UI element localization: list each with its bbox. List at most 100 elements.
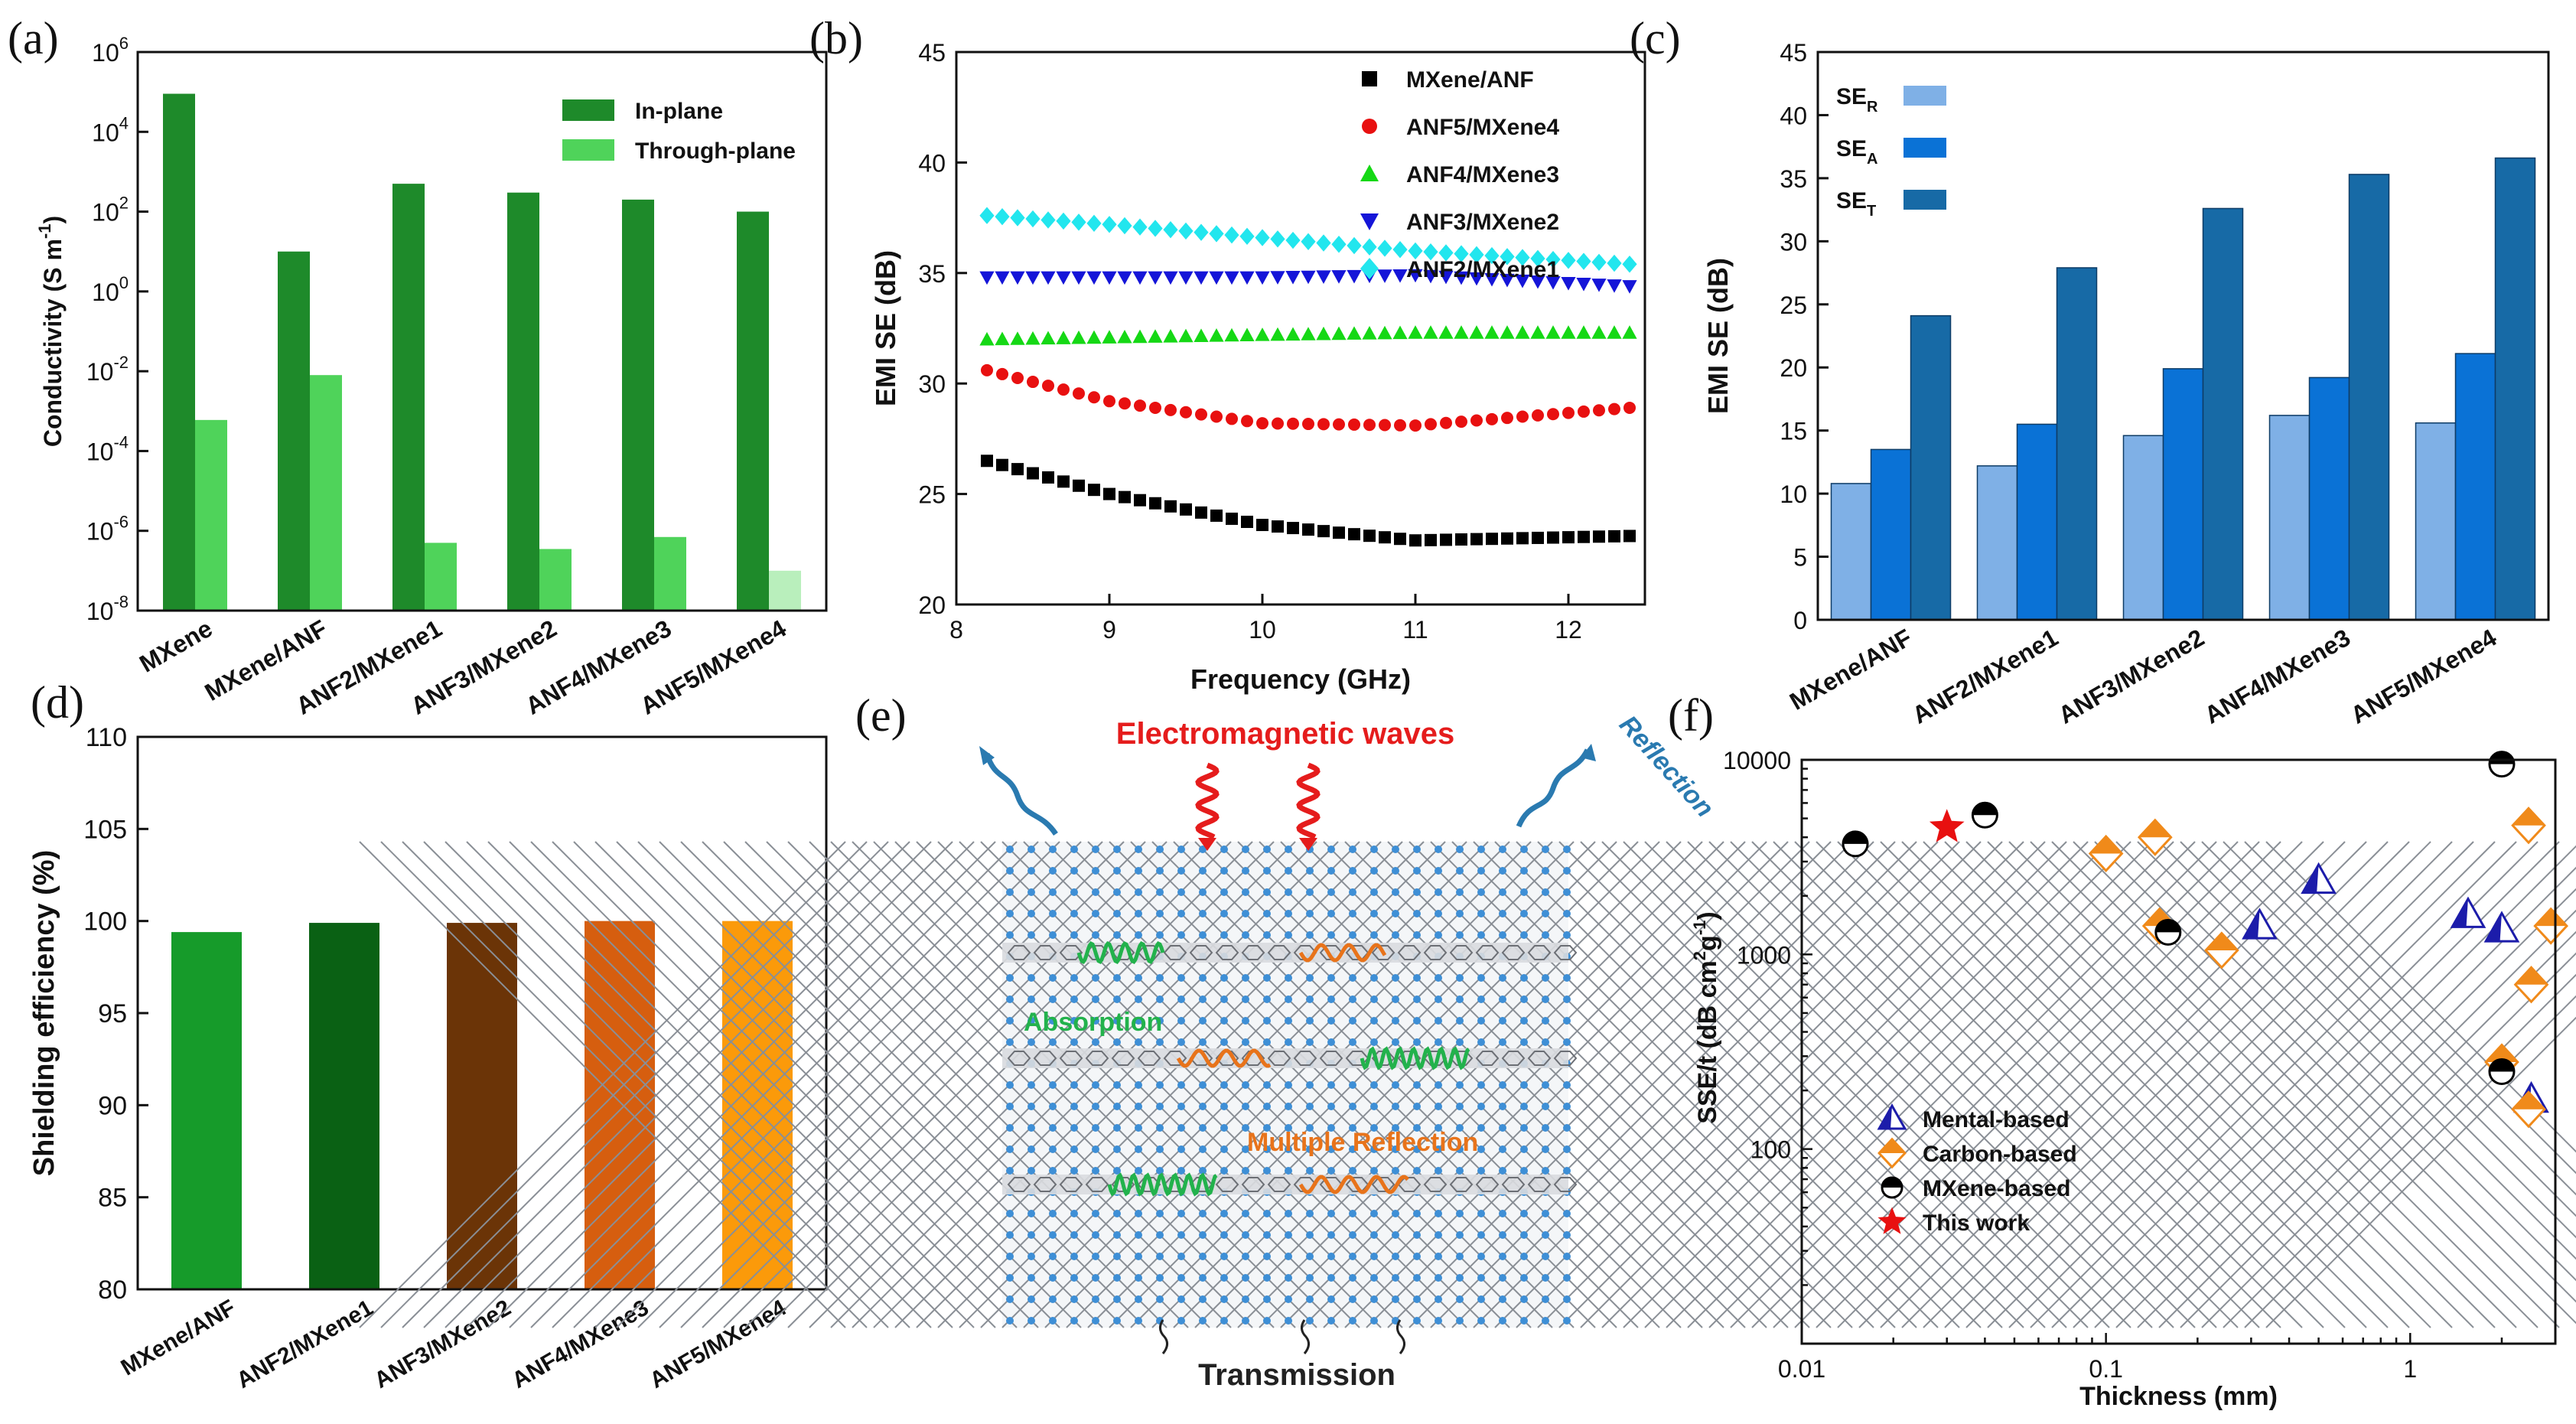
aramid-ring	[1267, 1177, 1291, 1192]
y-tick-label: 105	[83, 815, 127, 844]
y-tick-label: 45	[1780, 39, 1807, 67]
tick-exponent: -2	[113, 353, 129, 372]
lattice-atom	[1413, 1167, 1421, 1175]
data-point	[1515, 274, 1530, 288]
lattice-atom	[1392, 846, 1399, 853]
lattice-atom	[1156, 1167, 1164, 1175]
lattice-bond	[552, 841, 1039, 1328]
panel-e-shielding-schematic: (e) Electromagnetic waves Absorption Multip…	[359, 690, 2576, 1392]
data-point	[1331, 270, 1347, 284]
lattice-atom	[1177, 995, 1185, 1003]
lattice-atom	[1156, 1253, 1164, 1260]
lattice-atom	[1413, 1124, 1421, 1132]
series-anf3-mxene2	[979, 269, 1637, 294]
lattice-atom	[1306, 910, 1314, 917]
legend-label: Carbon-based	[1923, 1142, 2077, 1167]
lattice-atom	[1049, 846, 1057, 853]
data-point	[1530, 325, 1545, 339]
lattice-atom	[1220, 867, 1228, 875]
lattice-atom	[1199, 1145, 1207, 1153]
lattice-bond	[1987, 841, 2474, 1328]
data-point	[1256, 519, 1268, 532]
lattice-atom	[1242, 1274, 1249, 1282]
data-point	[1056, 271, 1071, 285]
lattice-atom	[1563, 1253, 1571, 1260]
lattice-atom	[1199, 1167, 1207, 1175]
legend-label: ANF2/MXene1	[1406, 257, 1559, 282]
data-point	[1226, 512, 1238, 525]
lattice-atom	[1070, 974, 1078, 982]
aramid-ring	[1163, 1051, 1187, 1066]
data-point	[1209, 271, 1224, 285]
data-point	[1408, 242, 1423, 260]
data-point	[1607, 325, 1622, 339]
multiple-reflection-wave	[1298, 943, 1387, 963]
lattice-atom	[1135, 995, 1142, 1003]
lattice-atom	[1456, 931, 1464, 939]
lattice-atom	[1499, 1038, 1506, 1046]
tick-base: 10	[92, 119, 119, 146]
lattice-atom	[1135, 1145, 1142, 1153]
lattice-atom	[1006, 1145, 1014, 1153]
lattice-atom	[1177, 1081, 1185, 1089]
lattice-atom	[1520, 1103, 1528, 1110]
lattice-atom	[1370, 1145, 1378, 1153]
lattice-bond	[2008, 841, 2496, 1328]
lattice-atom	[1542, 846, 1549, 853]
legend-label-sub: R	[1867, 99, 1878, 116]
data-point	[1241, 415, 1253, 428]
lattice-atom	[1199, 1124, 1207, 1132]
y-tick-label: 10-4	[86, 432, 129, 465]
lattice-atom	[1135, 867, 1142, 875]
lattice-atom	[1199, 995, 1207, 1003]
absorption-wave	[1360, 1046, 1470, 1070]
legend-label: MXene-based	[1923, 1176, 2070, 1201]
lattice-atom	[1456, 846, 1464, 853]
lattice-atom	[1135, 1103, 1142, 1110]
lattice-atom	[1177, 1274, 1185, 1282]
data-point	[1608, 402, 1620, 415]
data-point	[2489, 1059, 2514, 1072]
lattice-atom	[1135, 1274, 1142, 1282]
lattice-atom	[1477, 1274, 1485, 1282]
data-point	[2139, 820, 2171, 838]
lattice-atom	[1477, 1210, 1485, 1217]
lattice-atom	[1263, 1081, 1271, 1089]
data-point	[1239, 327, 1255, 341]
lattice-atom	[1135, 1017, 1142, 1025]
lattice-atom	[1370, 1038, 1378, 1046]
lattice-atom	[1242, 1317, 1249, 1325]
x-tick-label: 10	[1249, 616, 1276, 644]
data-point	[1547, 531, 1559, 544]
lattice-atom	[1413, 1253, 1421, 1260]
lattice-atom	[1199, 1253, 1207, 1260]
data-point	[996, 458, 1008, 471]
lattice-atom	[1327, 931, 1335, 939]
lattice-atom	[1413, 1017, 1421, 1025]
data-point	[1440, 533, 1452, 546]
lattice-atom	[1520, 1274, 1528, 1282]
lattice-atom	[1027, 1253, 1035, 1260]
lattice-atom	[1156, 1295, 1164, 1303]
lattice-bond	[1880, 841, 2367, 1328]
aramid-ring	[1423, 945, 1448, 960]
lattice-atom	[1456, 1231, 1464, 1239]
data-point	[1363, 419, 1376, 432]
lattice-atom	[1027, 910, 1035, 917]
data-point	[981, 455, 993, 468]
lattice-atom	[1413, 888, 1421, 896]
lattice-atom	[1242, 1124, 1249, 1132]
lattice-atom	[1070, 1017, 1078, 1025]
data-point	[1010, 331, 1025, 345]
lattice-atom	[1435, 1103, 1442, 1110]
lattice-atom	[1135, 1253, 1142, 1260]
data-point	[1270, 327, 1285, 341]
lattice-atom	[1456, 1081, 1464, 1089]
plot-frame	[1816, 51, 2550, 621]
lattice-bond	[1408, 841, 1896, 1328]
lattice-atom	[1477, 846, 1485, 853]
lattice-bond	[1708, 841, 2196, 1328]
lattice-atom	[1049, 1210, 1057, 1217]
data-point	[1302, 418, 1314, 431]
lattice-atom	[1435, 1124, 1442, 1132]
